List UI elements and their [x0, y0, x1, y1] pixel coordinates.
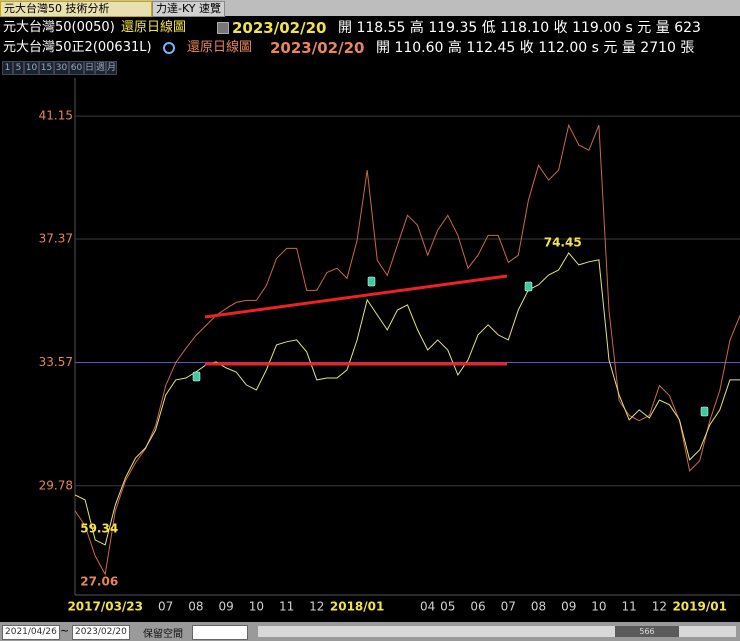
y-tick-label: 41.15	[39, 109, 73, 123]
bottom-bar: 2021/04/26 ~ 2023/02/20 保留空間 566	[0, 622, 740, 641]
symbol-name: 元大台灣50正2(00631L)	[3, 40, 152, 55]
symbol-name: 元大台灣50(0050)	[3, 20, 115, 35]
quote-date: 2023/02/20	[270, 39, 365, 57]
y-tick-label: 29.78	[39, 478, 73, 492]
period-button[interactable]: 5	[13, 61, 24, 75]
plot-area: 41.15 37.37 33.57 29.78 2017/03/23 07 08 09 10 11…	[39, 109, 740, 614]
price-line	[74, 123, 740, 576]
period-button[interactable]: 30	[54, 61, 69, 75]
quote-row: 元大台灣50(0050) 還原日線圖 2023/02/20 開 118.55 高…	[0, 18, 740, 38]
x-tick-label: 12	[652, 600, 667, 614]
trend-line	[204, 274, 508, 319]
value-label: 74.45	[544, 235, 582, 249]
period-button[interactable]: 月	[106, 61, 117, 75]
x-tick-label: 10	[591, 600, 606, 614]
x-tick-label: 09	[561, 600, 576, 614]
chart-mode[interactable]: 還原日線圖	[187, 40, 253, 55]
y-tick-label: 37.37	[39, 231, 73, 245]
y-tick-label: 33.57	[39, 355, 73, 369]
reserve-input[interactable]	[192, 625, 248, 640]
period-button[interactable]: 週	[95, 61, 106, 75]
period-button[interactable]: 15	[39, 61, 54, 75]
range-start[interactable]: 2021/04/26	[2, 625, 60, 640]
x-tick-label: 04	[420, 600, 435, 614]
x-tick-label: 08	[531, 600, 546, 614]
x-tick-label: 09	[218, 600, 233, 614]
tab[interactable]: 力達-KY 速覽	[152, 1, 226, 17]
x-tick-label: 2019/01	[672, 600, 726, 614]
quote-date: 2023/02/20	[232, 19, 327, 37]
x-tick-label: 07	[158, 600, 173, 614]
signal-markers	[192, 276, 709, 417]
reserve-label: 保留空間	[143, 629, 183, 640]
x-tick-label: 2018/01	[330, 600, 384, 614]
scroll-thumb[interactable]: 566	[615, 626, 679, 637]
x-tick-label: 10	[249, 600, 264, 614]
quote-values: 開 110.60 高 112.45 收 112.00 s 元 量 2710 張	[376, 40, 695, 56]
x-tick-label: 05	[440, 600, 455, 614]
x-tick-label: 07	[501, 600, 516, 614]
period-button[interactable]: 1	[2, 61, 13, 75]
search-icon[interactable]	[163, 42, 175, 54]
quote-row: 元大台灣50正2(00631L) 還原日線圖 2023/02/20 開 110.…	[0, 38, 740, 58]
period-button[interactable]: 60	[69, 61, 84, 75]
period-button[interactable]: 日	[84, 61, 95, 75]
quote-values: 開 118.55 高 119.35 低 118.10 收 119.00 s 元 …	[338, 20, 701, 36]
value-label: 59.34	[80, 521, 118, 535]
range-end[interactable]: 2023/02/20	[72, 625, 130, 640]
checkbox[interactable]	[217, 22, 229, 34]
x-tick-label: 2017/03/23	[67, 600, 143, 614]
x-tick-label: 11	[279, 600, 294, 614]
x-tick-label: 06	[470, 600, 485, 614]
x-tick-label: 12	[309, 600, 324, 614]
scrollbar[interactable]	[258, 626, 736, 637]
period-button[interactable]: 10	[24, 61, 39, 75]
tab-bar: 元大台灣50 技術分析 力達-KY 速覽	[0, 0, 740, 17]
x-tick-label: 11	[622, 600, 637, 614]
x-tick-label: 08	[188, 600, 203, 614]
chart-mode[interactable]: 還原日線圖	[121, 20, 187, 35]
value-label: 27.06	[80, 575, 118, 589]
price-line	[74, 252, 740, 546]
range-separator: ~	[60, 624, 70, 637]
tab[interactable]: 元大台灣50 技術分析	[0, 1, 152, 17]
